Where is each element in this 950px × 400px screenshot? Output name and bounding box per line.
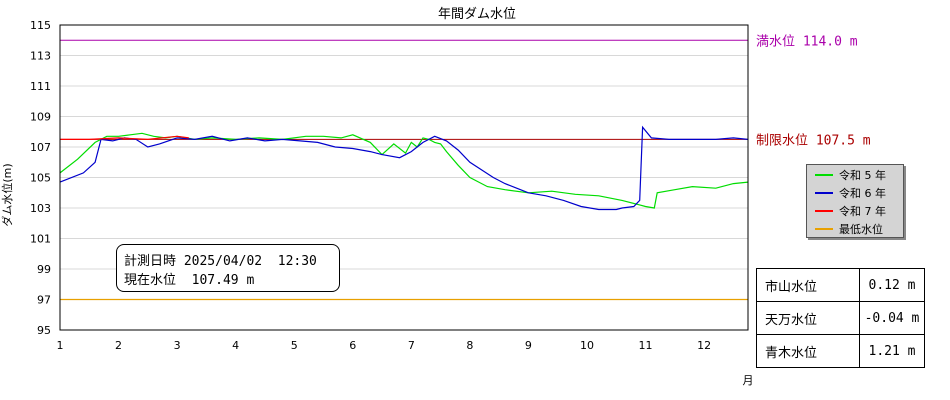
legend-label: 令和 6 年 [839,187,886,200]
y-tick-label: 99 [37,263,51,276]
x-tick-label: 10 [580,339,594,352]
y-tick-label: 103 [30,202,51,215]
chart-title: 年間ダム水位 [438,7,516,22]
current-water-level: 現在水位 107.49 m [124,273,255,288]
y-tick-label: 101 [30,233,51,246]
reference-lines: 満水位 114.0 m 制限水位 107.5 m [60,34,871,148]
legend-swatch [815,192,833,194]
legend-swatch [815,174,833,176]
legend-label: 令和 5 年 [839,169,886,182]
legend-label: 最低水位 [839,223,883,236]
x-axis-unit-label: 月 [743,374,754,387]
table-row: 青木水位 1.21 m [756,334,925,368]
table-row: 市山水位 0.12 m [756,268,925,302]
chart-legend: 令和 5 年 令和 6 年 令和 7 年 最低水位 [806,164,904,238]
measurement-info-box: 計測日時 2025/04/02 12:30 現在水位 107.49 m [116,244,340,292]
station-label: 天万水位 [756,301,860,335]
x-tick-label: 2 [115,339,122,352]
y-tick-label: 111 [30,80,51,93]
y-tick-labels: 95 97 99 101 103 105 107 109 111 113 115 [30,19,51,337]
station-value: 1.21 m [859,334,925,368]
reference-line-label: 制限水位 107.5 m [756,133,871,148]
legend-label: 令和 7 年 [839,205,886,218]
legend-item: 令和 7 年 [807,203,903,219]
series-lines [59,125,749,301]
y-tick-label: 113 [30,50,51,63]
x-tick-label: 3 [174,339,181,352]
y-tick-label: 107 [30,141,51,154]
plot-frame [59,24,749,331]
x-tick-label: 11 [639,339,653,352]
x-tick-label: 5 [291,339,298,352]
table-row: 天万水位 -0.04 m [756,301,925,335]
reference-line-label: 満水位 114.0 m [756,34,858,49]
x-tick-labels: 1 2 3 4 5 6 7 8 9 10 11 12 [57,339,712,352]
x-tick-label: 7 [408,339,415,352]
legend-item: 令和 5 年 [807,167,903,183]
x-tick-label: 12 [697,339,711,352]
y-tick-label: 95 [37,324,51,337]
series-line [59,125,749,211]
series-line [59,132,749,209]
legend-item: 令和 6 年 [807,185,903,201]
legend-item: 最低水位 [807,221,903,237]
x-tick-label: 1 [57,339,64,352]
x-tick-label: 4 [232,339,239,352]
station-value: 0.12 m [859,268,925,302]
river-level-table: 市山水位 0.12 m 天万水位 -0.04 m 青木水位 1.21 m [756,268,925,368]
legend-swatch [815,210,833,212]
y-tick-label: 115 [30,19,51,32]
legend-swatch [815,228,833,230]
y-tick-label: 109 [30,111,51,124]
y-axis-label: ダム水位(m) [0,163,14,226]
x-tick-label: 9 [525,339,532,352]
measurement-datetime: 計測日時 2025/04/02 12:30 [124,254,317,269]
x-tick-label: 8 [466,339,473,352]
y-tick-label: 97 [37,294,51,307]
y-tick-label: 105 [30,172,51,185]
x-tick-label: 6 [349,339,356,352]
station-value: -0.04 m [859,301,925,335]
station-label: 市山水位 [756,268,860,302]
series-line [60,135,189,141]
station-label: 青木水位 [756,334,860,368]
